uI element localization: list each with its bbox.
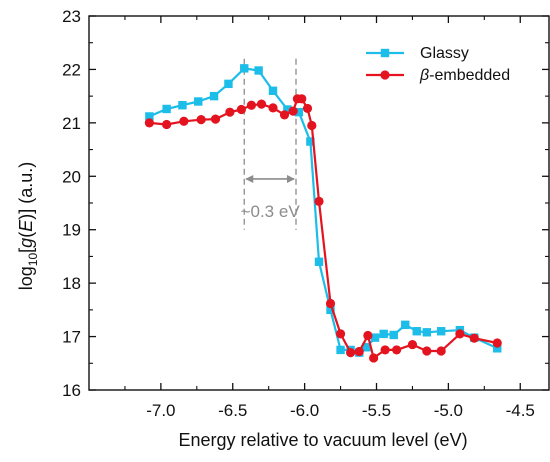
data-point [314, 257, 324, 266]
legend-label-beta-embedded: β-embedded [419, 67, 510, 84]
data-point [162, 119, 172, 130]
data-point [279, 110, 290, 120]
y-tick-label: 20 [62, 167, 81, 186]
data-point [268, 103, 278, 113]
data-point [362, 343, 371, 352]
annotation-guides [243, 58, 297, 230]
y-title-rest: )] (a.u.) [16, 162, 36, 220]
data-point [162, 104, 171, 114]
data-point [422, 346, 432, 356]
series-group [144, 64, 502, 363]
data-point [369, 353, 379, 363]
data-point [380, 345, 390, 355]
legend-marker-glassy [380, 48, 390, 58]
span-arrow-head-left [245, 174, 254, 183]
y-tick-label: 22 [62, 60, 81, 79]
data-point [225, 107, 235, 117]
series-line [149, 97, 498, 359]
y-title-bracket: [ [16, 248, 36, 253]
data-point [422, 328, 432, 337]
x-tick-label: -6.0 [290, 401, 319, 420]
data-point [307, 120, 317, 131]
data-point [392, 345, 402, 355]
data-point [436, 346, 446, 356]
y-tick-label: 18 [62, 274, 81, 293]
data-point [179, 116, 189, 126]
data-point [196, 115, 206, 125]
y-title-sub: 10 [26, 253, 40, 267]
x-tick-label: -7.0 [146, 401, 175, 420]
data-point [194, 97, 203, 106]
data-point [306, 137, 315, 146]
data-point [256, 99, 267, 109]
legend-beta-symbol: β [419, 67, 429, 84]
data-point [389, 330, 398, 340]
data-point [354, 346, 364, 357]
series-glassy [145, 64, 502, 357]
series-line [148, 67, 498, 354]
data-point [314, 196, 324, 206]
span-arrow-head-right [287, 174, 295, 183]
data-point [412, 327, 421, 336]
data-point [294, 107, 304, 117]
y-title-g: g [16, 238, 36, 248]
legend-label-glassy: Glassy [420, 45, 469, 62]
data-point [492, 338, 502, 348]
data-point [436, 327, 446, 336]
data-point [224, 79, 233, 89]
legend-beta-rest: -embedded [429, 67, 510, 84]
annotation-label: ~0.3 eV [241, 202, 301, 221]
data-point [379, 329, 388, 339]
y-title-e: E [16, 219, 36, 232]
y-tick-label: 19 [62, 221, 81, 240]
data-point [236, 104, 246, 115]
data-point [302, 103, 313, 114]
x-tick-label: -5.0 [434, 401, 463, 420]
data-point [240, 64, 249, 73]
data-point [401, 320, 410, 330]
x-tick-label: -4.5 [506, 401, 535, 420]
x-tick-label: -6.5 [218, 401, 247, 420]
data-point [246, 100, 257, 110]
data-point [268, 86, 278, 95]
y-tick-label: 16 [62, 381, 81, 400]
data-point [407, 339, 418, 350]
y-tick-label: 23 [62, 7, 81, 26]
data-point [469, 333, 479, 343]
legend-marker-beta-embedded [380, 70, 390, 80]
data-point [346, 348, 356, 358]
data-point [370, 333, 380, 342]
data-point [336, 345, 345, 355]
x-tick-label: -5.5 [362, 401, 391, 420]
data-point [325, 298, 336, 309]
data-point [363, 330, 373, 341]
data-point [493, 344, 502, 353]
y-title-paren: ( [16, 232, 36, 238]
y-tick-label: 17 [62, 328, 81, 347]
data-point [209, 91, 219, 101]
x-axis-title: Energy relative to vacuum level (eV) [178, 430, 467, 450]
data-point [326, 305, 335, 315]
data-point [297, 94, 307, 104]
data-point [144, 118, 154, 128]
data-point [145, 112, 154, 121]
data-point [210, 114, 221, 124]
annotation: ~0.3 eV [241, 174, 301, 221]
axes: 16 17 18 19 20 21 22 23 -7.0 -6.5 -6.0 -5.5 -5.0 -4.5 [62, 7, 550, 420]
y-title-log: log [16, 266, 36, 290]
y-axis-title: log10[g(E)] (a.u.) [16, 162, 40, 290]
data-point [288, 106, 298, 116]
data-point [455, 329, 465, 339]
data-point [254, 66, 263, 75]
y-tick-label: 21 [62, 114, 81, 133]
series-beta-embedded [144, 94, 502, 363]
data-point [283, 105, 292, 114]
data-point [178, 101, 187, 110]
legend: Glassy β-embedded [366, 45, 510, 84]
data-point [335, 329, 346, 339]
